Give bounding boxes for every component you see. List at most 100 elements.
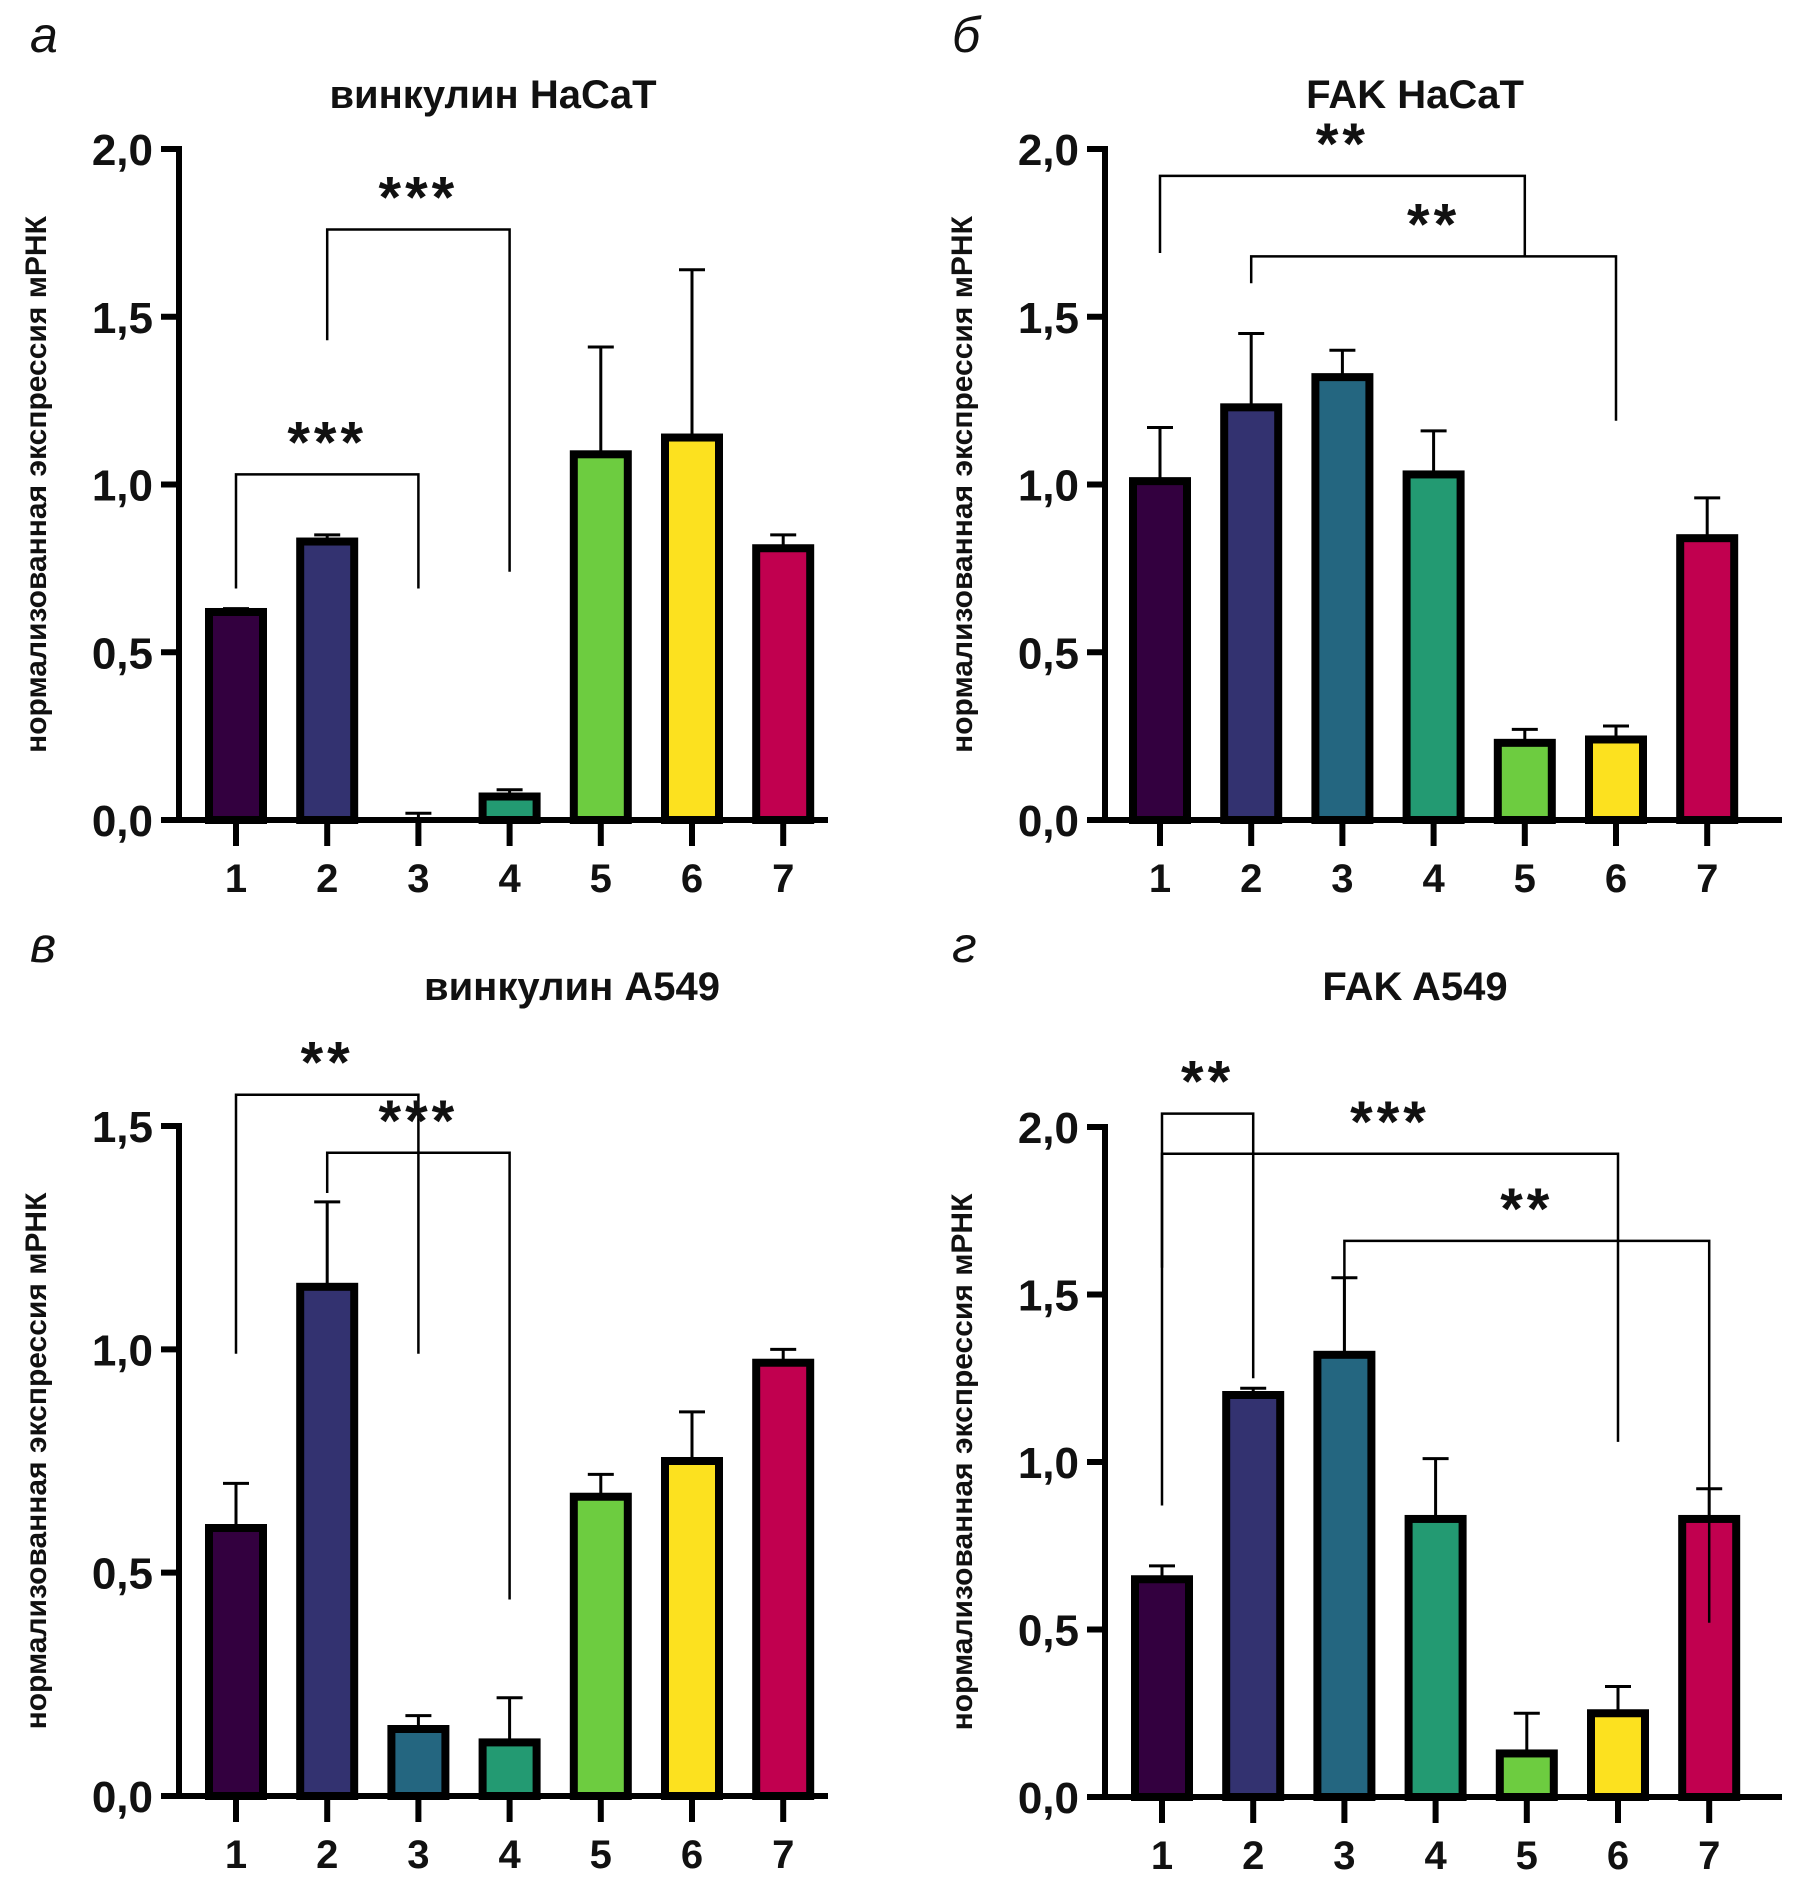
bar xyxy=(478,792,541,825)
x-tick-label: 5 xyxy=(1516,1834,1538,1878)
y-tick-label: 2,0 xyxy=(1018,1104,1079,1153)
y-tick-label: 0,0 xyxy=(1018,1774,1079,1823)
x-tick-label: 2 xyxy=(316,1833,338,1877)
significance-bracket xyxy=(325,228,511,572)
y-tick-label: 0,0 xyxy=(1018,797,1079,846)
bar xyxy=(205,1524,267,1800)
x-tick-label: 6 xyxy=(681,857,703,901)
chart-title: винкулин A549 xyxy=(424,965,720,1009)
bar xyxy=(1402,470,1465,824)
panel-label: а xyxy=(30,7,58,63)
y-tick-label: 1,0 xyxy=(92,462,153,511)
bar xyxy=(1131,1575,1193,1801)
x-tick-label: 6 xyxy=(1605,857,1627,901)
chart-title: FAK A549 xyxy=(1322,965,1507,1009)
significance-label: *** xyxy=(379,1089,459,1154)
bar xyxy=(1493,738,1556,825)
panel-label: в xyxy=(30,917,56,973)
significance-label: ** xyxy=(1181,1050,1234,1115)
y-tick-label: 0,5 xyxy=(1018,629,1079,678)
significance-bracket xyxy=(325,1151,511,1600)
bar xyxy=(1129,477,1191,824)
chart-panel-3: в винкулин A549 нормализованная экспрессия… xyxy=(20,917,828,1877)
y-tick-label: 1,0 xyxy=(1018,462,1079,511)
x-tick-label: 6 xyxy=(681,1833,703,1877)
significance-bracket xyxy=(234,1093,420,1354)
significance-label: ** xyxy=(1316,112,1369,177)
bar xyxy=(205,607,267,824)
x-tick-label: 2 xyxy=(316,857,338,901)
x-tick-label: 2 xyxy=(1242,1834,1264,1878)
y-tick-label: 0,5 xyxy=(1018,1607,1079,1656)
chart-title: винкулин HaCaT xyxy=(329,73,656,117)
x-tick-label: 7 xyxy=(1698,1834,1720,1878)
x-tick-label: 4 xyxy=(498,857,521,901)
x-tick-label: 2 xyxy=(1240,857,1262,901)
bar xyxy=(1587,1709,1649,1801)
significance-label: ** xyxy=(1500,1177,1553,1242)
significance-label: *** xyxy=(379,166,459,231)
significance-bracket xyxy=(234,473,420,589)
bar xyxy=(752,544,815,824)
bar xyxy=(478,1738,541,1801)
y-axis-label: нормализованная экспрессия мРНК xyxy=(20,215,53,752)
significance-bracket xyxy=(1343,1239,1711,1623)
bar xyxy=(661,433,723,824)
panel-label: б xyxy=(952,7,982,63)
significance-bracket xyxy=(1160,1112,1255,1506)
bar xyxy=(1495,1749,1558,1801)
y-tick-label: 0,0 xyxy=(92,797,153,846)
chart-panel-2: б FAK HaCaT нормализованная экспрессия мРН… xyxy=(946,7,1782,901)
bar xyxy=(569,1492,632,1800)
bar xyxy=(569,450,632,824)
x-tick-label: 4 xyxy=(1424,1834,1447,1878)
bar xyxy=(296,537,359,824)
x-tick-label: 7 xyxy=(772,1833,794,1877)
x-tick-label: 3 xyxy=(407,857,429,901)
x-tick-label: 5 xyxy=(590,1833,612,1877)
x-tick-label: 4 xyxy=(498,1833,521,1877)
bar xyxy=(1404,1514,1467,1801)
y-tick-label: 0,5 xyxy=(92,1550,153,1599)
bar xyxy=(1311,373,1374,824)
y-tick-label: 1,5 xyxy=(1018,294,1079,343)
y-axis-label: нормализованная экспрессия мРНК xyxy=(20,1192,53,1729)
x-tick-label: 7 xyxy=(772,857,794,901)
y-tick-label: 1,0 xyxy=(1018,1439,1079,1488)
x-tick-label: 1 xyxy=(1151,1834,1173,1878)
panel-label: г xyxy=(952,917,977,973)
significance-bracket xyxy=(1158,174,1527,257)
y-tick-label: 2,0 xyxy=(1018,126,1079,175)
bar xyxy=(752,1358,815,1800)
x-tick-label: 1 xyxy=(1149,857,1171,901)
y-tick-label: 1,5 xyxy=(92,294,153,343)
bar xyxy=(1220,403,1283,824)
bar xyxy=(1676,534,1739,824)
x-tick-label: 7 xyxy=(1696,857,1718,901)
significance-label: ** xyxy=(1407,192,1460,257)
significance-bracket xyxy=(1249,255,1618,421)
bar xyxy=(387,1725,450,1800)
bar xyxy=(661,1457,723,1800)
bar xyxy=(296,1282,359,1801)
x-tick-label: 1 xyxy=(225,857,247,901)
y-tick-label: 0,0 xyxy=(92,1773,153,1822)
y-tick-label: 0,5 xyxy=(92,629,153,678)
y-axis-label: нормализованная экспрессия мРНК xyxy=(946,1193,979,1730)
y-tick-label: 1,5 xyxy=(92,1103,153,1152)
x-tick-label: 5 xyxy=(590,857,612,901)
significance-label: *** xyxy=(287,410,367,475)
chart-panel-4: г FAK A549 нормализованная экспрессия мРНК… xyxy=(946,917,1782,1878)
y-tick-label: 1,0 xyxy=(92,1326,153,1375)
x-tick-label: 3 xyxy=(407,1833,429,1877)
chart-panel-1: а винкулин HaCaT нормализованная экспресси… xyxy=(20,7,828,901)
significance-label: ** xyxy=(301,1031,354,1096)
y-tick-label: 2,0 xyxy=(92,126,153,175)
bar xyxy=(1585,735,1647,824)
x-tick-label: 3 xyxy=(1331,857,1353,901)
bar xyxy=(1222,1391,1285,1801)
significance-bracket xyxy=(1160,1152,1620,1442)
chart-title: FAK HaCaT xyxy=(1306,73,1524,117)
